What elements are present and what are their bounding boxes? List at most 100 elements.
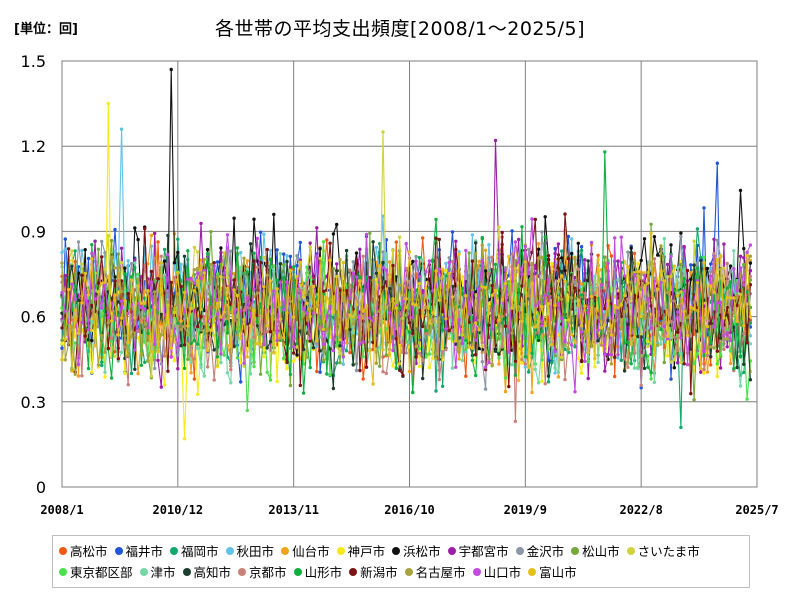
data-point: [368, 275, 372, 280]
data-point: [235, 293, 240, 298]
data-point: [725, 337, 729, 341]
data-point: [493, 320, 498, 325]
data-point: [404, 241, 408, 246]
data-point: [225, 286, 230, 291]
data-point: [298, 291, 302, 295]
data-point: [738, 266, 743, 270]
data-point: [665, 262, 670, 267]
data-point: [573, 390, 577, 394]
data-point: [649, 370, 653, 375]
data-point: [335, 327, 339, 331]
data-point: [397, 283, 402, 287]
data-point: [116, 278, 121, 283]
data-point: [629, 299, 633, 303]
data-point: [725, 286, 729, 290]
data-point: [166, 233, 170, 238]
data-point: [229, 381, 233, 385]
data-point: [543, 324, 547, 328]
data-point: [119, 261, 124, 265]
data-point: [536, 319, 541, 324]
data-point: [199, 258, 203, 262]
data-point: [149, 233, 154, 238]
data-point: [563, 340, 567, 344]
data-point: [80, 248, 84, 253]
data-point: [397, 235, 402, 239]
data-point: [679, 352, 683, 356]
data-point: [599, 326, 604, 330]
data-point: [540, 324, 544, 328]
data-point: [434, 269, 438, 273]
data-point: [712, 290, 716, 295]
data-point: [176, 250, 180, 255]
data-point: [162, 273, 167, 277]
data-point: [464, 374, 468, 378]
data-point: [143, 263, 147, 267]
data-point: [305, 301, 309, 306]
data-point: [576, 267, 580, 271]
data-point: [179, 319, 183, 323]
data-point: [182, 343, 187, 347]
data-point: [632, 351, 637, 355]
data-point: [344, 289, 349, 293]
data-point: [106, 346, 111, 351]
data-point: [404, 351, 408, 355]
data-point: [162, 383, 167, 387]
data-point: [417, 351, 422, 355]
data-point: [579, 371, 584, 375]
data-point: [103, 350, 107, 354]
data-point: [308, 245, 312, 249]
data-point: [407, 330, 412, 334]
data-point: [431, 289, 435, 293]
data-point: [679, 299, 683, 304]
data-point: [282, 263, 286, 267]
data-point: [381, 348, 385, 352]
data-point: [146, 359, 150, 363]
data-point: [517, 260, 521, 264]
data-point: [748, 258, 753, 263]
data-point: [440, 384, 445, 388]
data-point: [378, 346, 382, 350]
data-point: [427, 259, 432, 263]
data-point: [437, 267, 441, 272]
data-point: [189, 306, 193, 311]
data-point: [500, 321, 504, 325]
legend-item: 仙台市: [281, 540, 330, 561]
data-point: [523, 260, 527, 264]
data-point: [176, 237, 180, 241]
data-point: [325, 296, 329, 300]
data-point: [116, 252, 121, 256]
data-point: [639, 332, 643, 337]
data-point: [421, 324, 425, 329]
data-point: [282, 343, 286, 347]
data-point: [103, 251, 107, 255]
data-point: [252, 303, 256, 307]
data-point: [80, 262, 84, 266]
data-point: [252, 335, 256, 339]
data-point: [497, 318, 501, 322]
data-point: [109, 339, 114, 343]
data-point: [748, 268, 753, 273]
data-point: [679, 234, 683, 239]
data-point: [278, 280, 283, 284]
data-point: [632, 258, 637, 263]
legend-marker-icon: [336, 546, 345, 555]
data-point: [712, 325, 716, 329]
data-point: [672, 288, 676, 292]
legend-item: 金沢市: [515, 540, 564, 561]
data-point: [66, 341, 71, 345]
data-point: [480, 340, 484, 345]
data-point: [90, 243, 94, 247]
data-point: [732, 325, 736, 329]
data-point: [394, 337, 398, 341]
data-point: [212, 264, 216, 268]
legend-marker-icon: [293, 567, 302, 576]
data-point: [718, 366, 723, 370]
data-point: [63, 358, 67, 362]
data-point: [129, 334, 134, 339]
data-point: [202, 374, 206, 378]
data-point: [629, 362, 633, 366]
data-point: [301, 307, 306, 311]
legend-marker-icon: [528, 567, 537, 576]
data-point: [728, 269, 733, 273]
data-point: [344, 333, 349, 337]
